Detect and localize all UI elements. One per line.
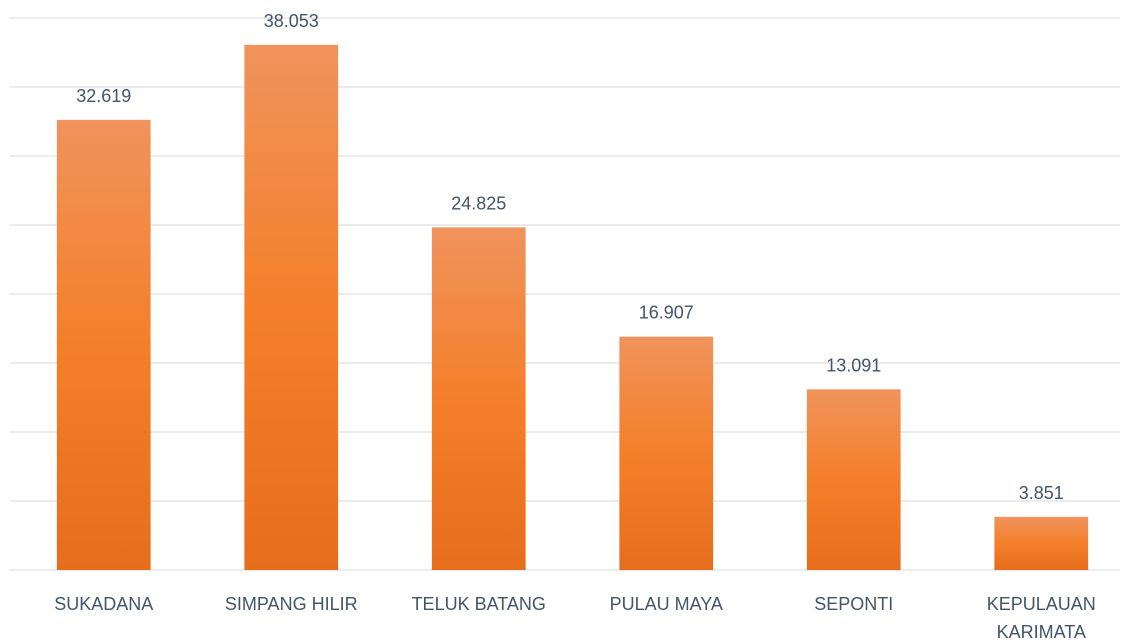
x-tick-label: SEPONTI <box>814 594 894 614</box>
bar <box>806 389 901 570</box>
x-tick-label: SIMPANG HILIR <box>224 594 358 614</box>
value-label: 38.053 <box>264 11 319 31</box>
x-tick-label: PULAU MAYA <box>609 594 723 614</box>
x-tick-label: KEPULAUAN KARIMATA <box>986 594 1096 640</box>
value-label: 16.907 <box>639 303 694 323</box>
bar <box>244 44 339 571</box>
x-tick-label: TELUK BATANG <box>411 594 546 614</box>
bar <box>619 336 714 570</box>
value-label: 24.825 <box>451 193 506 213</box>
value-label: 32.619 <box>76 86 131 106</box>
bar <box>431 227 526 571</box>
x-tick-label: SUKADANA <box>54 594 154 614</box>
bar <box>994 516 1089 570</box>
value-label: 3.851 <box>1019 483 1064 503</box>
value-label: 13.091 <box>826 355 881 375</box>
bar <box>56 119 151 571</box>
